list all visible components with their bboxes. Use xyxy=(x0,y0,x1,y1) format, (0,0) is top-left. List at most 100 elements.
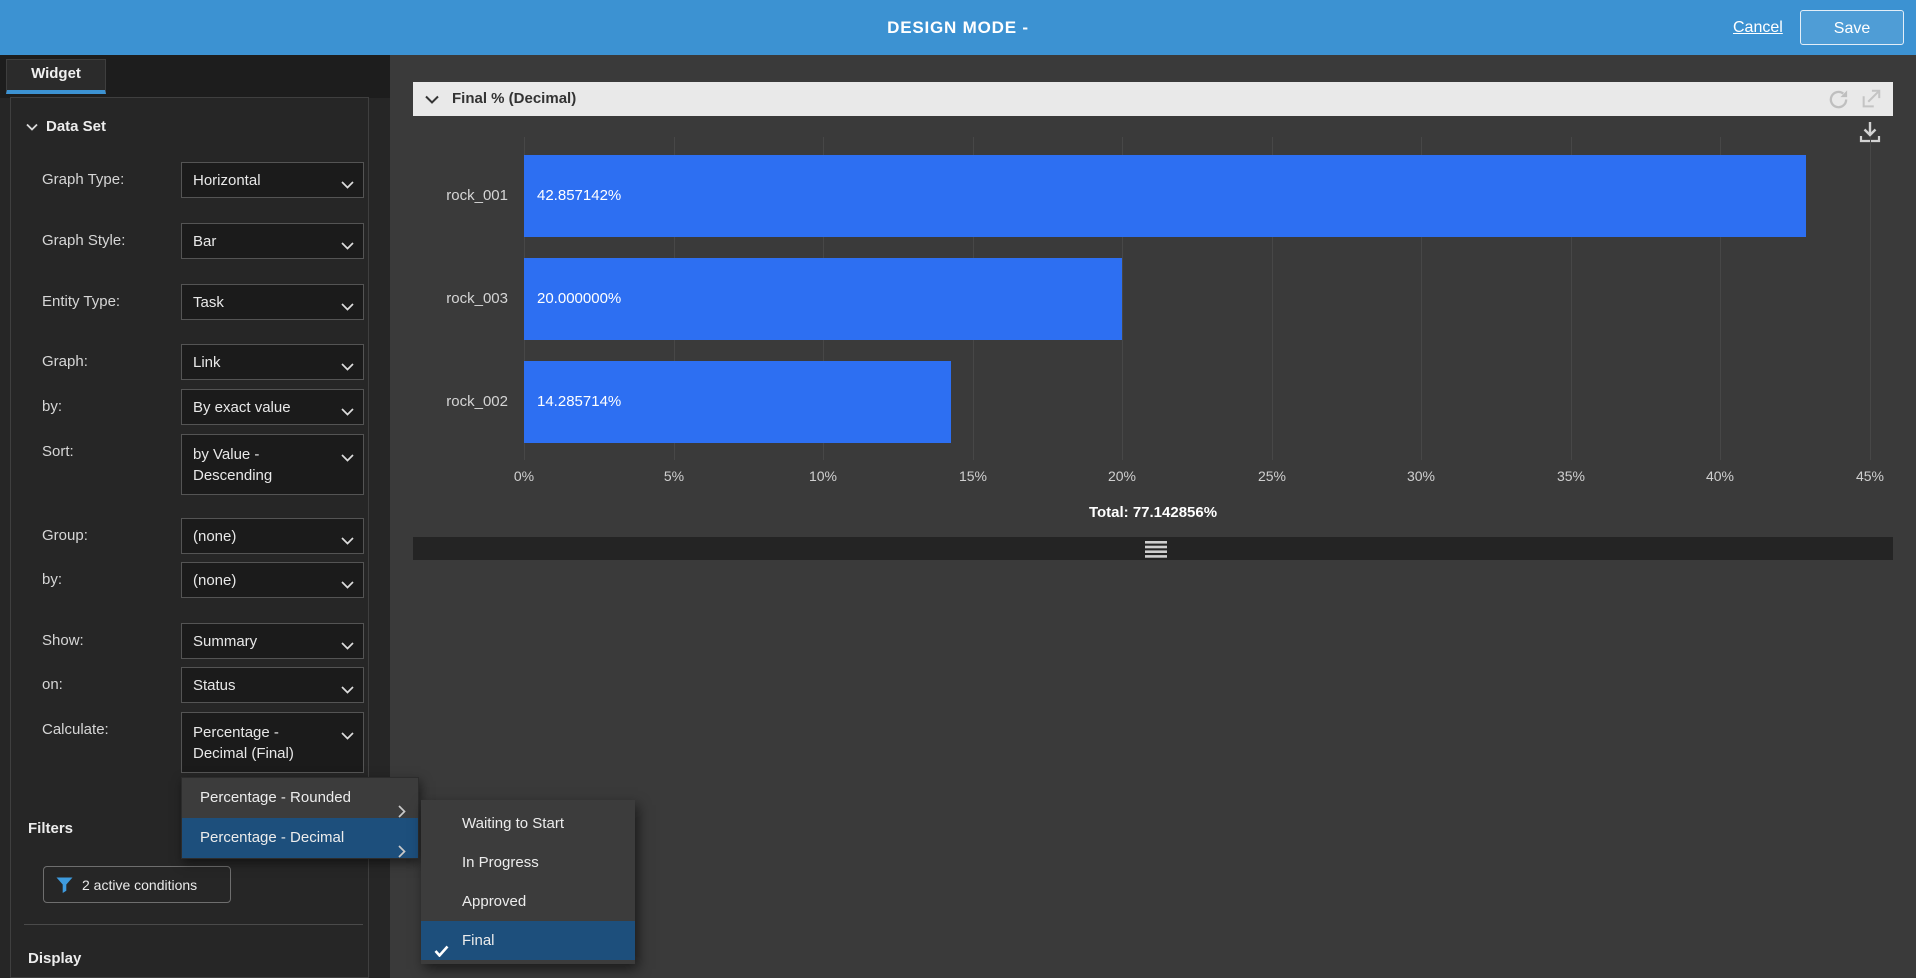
gridline xyxy=(1571,137,1572,460)
x-axis-tick: 45% xyxy=(1855,468,1885,484)
graph-type-label: Graph Type: xyxy=(42,171,125,188)
chevron-down-icon xyxy=(26,123,38,131)
filters-button-label: 2 active conditions xyxy=(82,876,198,893)
gridline xyxy=(1870,137,1871,460)
grip-handle-icon[interactable] xyxy=(1145,541,1167,558)
x-axis-tick: 0% xyxy=(513,468,535,484)
funnel-icon xyxy=(56,877,73,893)
show-on-value: Status xyxy=(193,676,236,694)
graph-style-label: Graph Style: xyxy=(42,232,126,249)
submenu-item-label: Approved xyxy=(462,893,527,910)
menu-item-percentage-rounded[interactable]: Percentage - Rounded xyxy=(182,778,418,818)
sort-select[interactable]: by Value - Descending xyxy=(181,434,364,495)
expand-icon[interactable] xyxy=(1860,88,1882,110)
top-bar xyxy=(0,0,1916,55)
dataset-section-label: Data Set xyxy=(46,118,107,135)
x-axis-tick: 30% xyxy=(1406,468,1436,484)
graph-style-value: Bar xyxy=(193,232,217,250)
calculate-select[interactable]: Percentage - Decimal (Final) xyxy=(181,712,364,773)
chevron-down-icon xyxy=(341,532,354,545)
entity-type-select[interactable]: Task xyxy=(181,284,364,320)
x-axis-tick: 5% xyxy=(663,468,685,484)
calculate-label: Calculate: xyxy=(42,721,109,738)
display-heading: Display xyxy=(28,950,82,967)
chart-total: Total: 77.142856% xyxy=(1088,504,1218,521)
graph-type-select[interactable]: Horizontal xyxy=(181,162,364,198)
submenu-item-waiting-to-start[interactable]: Waiting to Start xyxy=(421,804,635,843)
chevron-down-icon xyxy=(341,637,354,650)
gridline xyxy=(1122,137,1123,460)
widget-title: Final % (Decimal) xyxy=(452,90,577,107)
graph-type-value: Horizontal xyxy=(193,171,261,189)
chevron-down-icon xyxy=(341,681,354,694)
gridline xyxy=(1421,137,1422,460)
bar-value-label: 42.857142% xyxy=(537,187,622,204)
bar-rock_001[interactable]: 42.857142% xyxy=(524,155,1806,237)
chevron-down-icon xyxy=(341,727,354,740)
group-by-label: by: xyxy=(42,571,63,588)
tab-widget[interactable]: Widget xyxy=(6,59,106,94)
chevron-down-icon xyxy=(341,237,354,250)
chevron-down-icon xyxy=(341,176,354,189)
bar-value-label: 14.285714% xyxy=(537,393,622,410)
group-label: Group: xyxy=(42,527,88,544)
menu-item-label: Percentage - Rounded xyxy=(200,789,351,806)
calculate-context-menu: Percentage - Rounded Percentage - Decimal xyxy=(181,777,419,859)
group-select[interactable]: (none) xyxy=(181,518,364,554)
calculate-value: Percentage - Decimal (Final) xyxy=(193,723,294,762)
show-on-label: on: xyxy=(42,676,63,693)
entity-type-value: Task xyxy=(193,293,224,311)
submenu-item-label: Final xyxy=(462,932,495,949)
refresh-icon[interactable] xyxy=(1827,88,1850,111)
gridline xyxy=(1720,137,1721,460)
bar-value-label: 20.000000% xyxy=(537,290,622,307)
x-axis-tick: 10% xyxy=(808,468,838,484)
show-on-select[interactable]: Status xyxy=(181,667,364,703)
chevron-down-icon xyxy=(341,298,354,311)
chevron-right-icon xyxy=(398,794,406,834)
sort-label: Sort: xyxy=(42,443,74,460)
submenu-item-approved[interactable]: Approved xyxy=(421,882,635,921)
save-button[interactable]: Save xyxy=(1800,10,1904,45)
show-label: Show: xyxy=(42,632,84,649)
graph-style-select[interactable]: Bar xyxy=(181,223,364,259)
page-title: DESIGN MODE - xyxy=(887,18,1029,37)
filters-conditions-button[interactable]: 2 active conditions xyxy=(43,866,231,903)
submenu-item-in-progress[interactable]: In Progress xyxy=(421,843,635,882)
sidebar-divider xyxy=(24,924,363,925)
filters-heading: Filters xyxy=(28,820,74,837)
group-value: (none) xyxy=(193,527,237,545)
x-axis-tick: 25% xyxy=(1257,468,1287,484)
submenu-item-final[interactable]: Final xyxy=(421,921,635,960)
bar-rock_002[interactable]: 14.285714% xyxy=(524,361,951,443)
x-axis-tick: 15% xyxy=(958,468,988,484)
x-axis-tick: 20% xyxy=(1107,468,1137,484)
group-by-select[interactable]: (none) xyxy=(181,562,364,598)
widget-bottom-bar xyxy=(413,537,1893,560)
submenu-item-label: In Progress xyxy=(462,854,539,871)
chevron-down-icon xyxy=(341,358,354,371)
graph-label: Graph: xyxy=(42,353,88,370)
bar-category-label: rock_001 xyxy=(446,187,508,204)
bar-category-label: rock_003 xyxy=(446,290,508,307)
widget-header[interactable] xyxy=(413,82,1893,116)
show-select[interactable]: Summary xyxy=(181,623,364,659)
graph-by-value: By exact value xyxy=(193,398,291,416)
graph-select[interactable]: Link xyxy=(181,344,364,380)
menu-item-percentage-decimal[interactable]: Percentage - Decimal xyxy=(182,818,418,858)
dataset-section-header[interactable]: Data Set xyxy=(26,114,106,140)
chevron-right-icon xyxy=(398,834,406,874)
graph-by-label: by: xyxy=(42,398,63,415)
chevron-down-icon xyxy=(341,576,354,589)
chevron-down-icon xyxy=(425,95,439,104)
graph-by-select[interactable]: By exact value xyxy=(181,389,364,425)
chevron-down-icon xyxy=(341,449,354,462)
entity-type-label: Entity Type: xyxy=(42,293,121,310)
x-axis-tick: 35% xyxy=(1556,468,1586,484)
menu-item-label: Percentage - Decimal xyxy=(200,829,345,846)
bar-rock_003[interactable]: 20.000000% xyxy=(524,258,1122,340)
check-icon xyxy=(434,933,449,972)
show-value: Summary xyxy=(193,632,258,650)
cancel-button[interactable]: Cancel xyxy=(1733,19,1783,36)
